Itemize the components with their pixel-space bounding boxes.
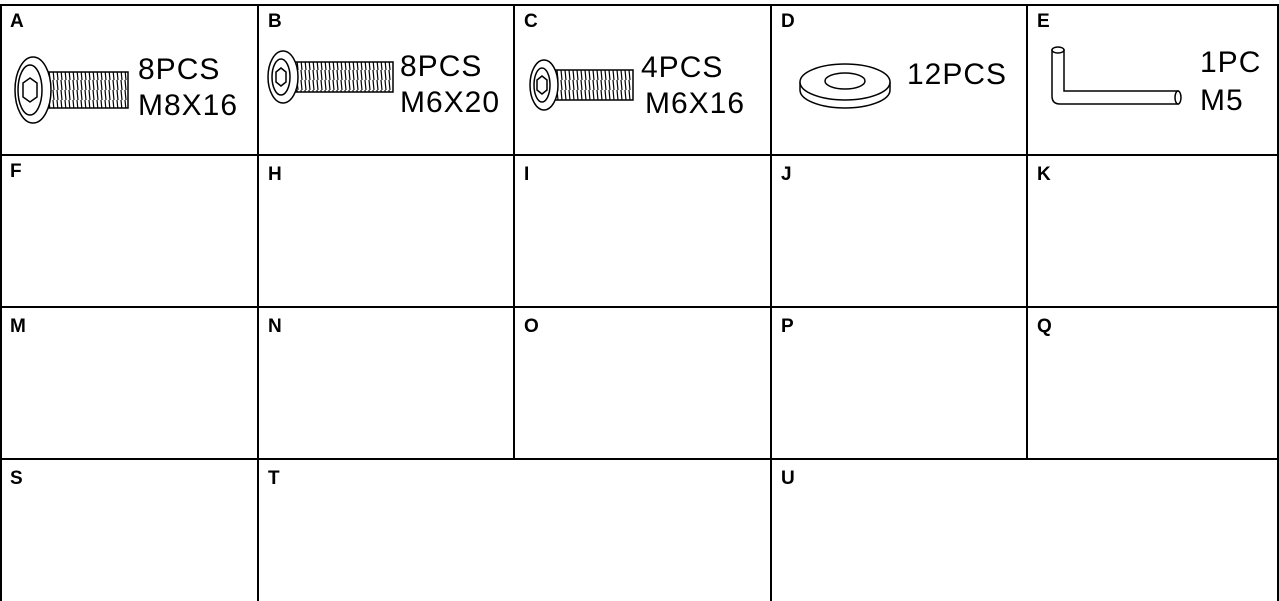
- cell-label: E: [1037, 11, 1050, 32]
- grid: [0, 4, 1279, 601]
- quantity: 4PCS: [641, 51, 723, 84]
- cell-label: J: [781, 164, 792, 185]
- cell-label: Q: [1037, 316, 1052, 337]
- cell-label: D: [781, 11, 795, 32]
- screw-icon: [267, 50, 394, 104]
- size: M6X16: [645, 87, 745, 120]
- cell-label: U: [781, 468, 795, 489]
- cell-label: P: [781, 316, 794, 337]
- quantity: 1PC: [1200, 46, 1261, 79]
- cell-label: K: [1037, 164, 1051, 185]
- cell-label: M: [10, 316, 26, 337]
- cell-label: C: [524, 11, 538, 32]
- quantity: 12PCS: [907, 58, 1007, 91]
- cell-label: T: [268, 468, 280, 489]
- cell-label: N: [268, 316, 282, 337]
- washer-icon: [799, 63, 891, 109]
- cell-label: I: [524, 164, 529, 185]
- cell-label: O: [524, 316, 539, 337]
- cell-label: A: [10, 11, 24, 32]
- hex-key-icon: [1051, 46, 1182, 105]
- size: M5: [1200, 84, 1244, 117]
- cell-label: H: [268, 164, 282, 185]
- size: M8X16: [138, 89, 238, 122]
- size: M6X20: [400, 86, 500, 119]
- quantity: 8PCS: [138, 53, 220, 86]
- cell-label: S: [10, 468, 23, 489]
- screw-icon: [529, 59, 634, 111]
- cell-label: F: [10, 161, 22, 182]
- cell-label: B: [268, 11, 282, 32]
- quantity: 8PCS: [400, 50, 482, 83]
- screw-icon: [14, 56, 129, 124]
